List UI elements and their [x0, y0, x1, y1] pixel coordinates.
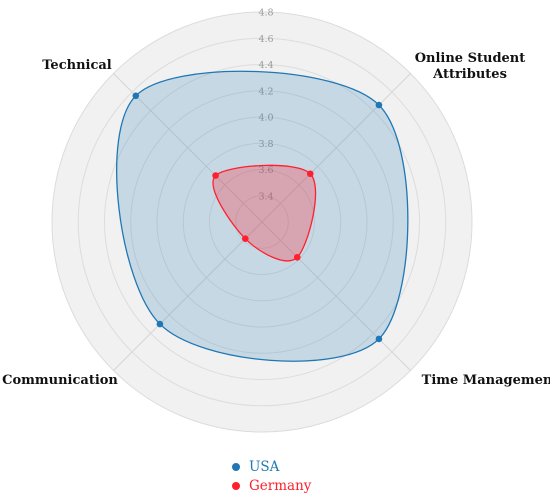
- radial-tick-labels: 3.4 3.6 3.8 4.0 4.2 4.4 4.6 4.8: [258, 8, 273, 203]
- legend-marker-usa: [232, 462, 240, 471]
- axis-spoke: [113, 221, 263, 371]
- grid-circle: [130, 90, 394, 354]
- grid-circle: [156, 116, 368, 328]
- axis-label: Communication: [2, 373, 118, 388]
- legend-label-germany: Germany: [249, 477, 312, 494]
- axis-label: Online Student Attributes: [415, 51, 526, 82]
- tick-label: 4.8: [258, 8, 273, 19]
- data-point-usa: [375, 101, 383, 109]
- axis-spoke: [261, 221, 411, 371]
- data-point-usa: [156, 320, 164, 328]
- tick-label: 3.4: [258, 191, 273, 202]
- grid-circle: [104, 64, 420, 380]
- legend: USA Germany: [232, 457, 311, 495]
- tick-label: 4.6: [258, 34, 273, 45]
- legend-marker-germany: [232, 481, 240, 490]
- axis-spoke: [261, 73, 411, 223]
- tick-label: 4.0: [258, 113, 273, 124]
- tick-label: 3.6: [258, 165, 273, 176]
- axis-spokes: [113, 73, 411, 371]
- axis-label: Technical: [42, 58, 112, 73]
- grid-circle: [51, 11, 473, 433]
- tick-label: 3.8: [258, 139, 273, 150]
- tick-label: 4.2: [258, 86, 273, 97]
- data-point-usa: [132, 92, 140, 100]
- grid-circle: [77, 37, 447, 407]
- axis-labels: Online Student Attributes Time Management C…: [2, 51, 550, 388]
- radial-grid: [51, 11, 473, 433]
- axis-label: Time Management: [422, 373, 550, 388]
- grid-circle: [209, 169, 315, 275]
- data-point-usa: [375, 335, 383, 343]
- legend-item-usa[interactable]: USA: [232, 457, 311, 476]
- series-areas: [116, 70, 409, 362]
- tick-label: 4.4: [258, 60, 273, 71]
- legend-label-usa: USA: [249, 458, 280, 475]
- data-point-germany: [212, 172, 219, 179]
- grid-circle: [235, 195, 289, 249]
- data-point-germany: [306, 170, 314, 178]
- grid-circle: [182, 142, 342, 302]
- data-point-germany: [293, 253, 301, 261]
- data-point-germany: [241, 235, 249, 243]
- axis-spoke: [113, 73, 263, 223]
- legend-item-germany[interactable]: Germany: [232, 476, 311, 495]
